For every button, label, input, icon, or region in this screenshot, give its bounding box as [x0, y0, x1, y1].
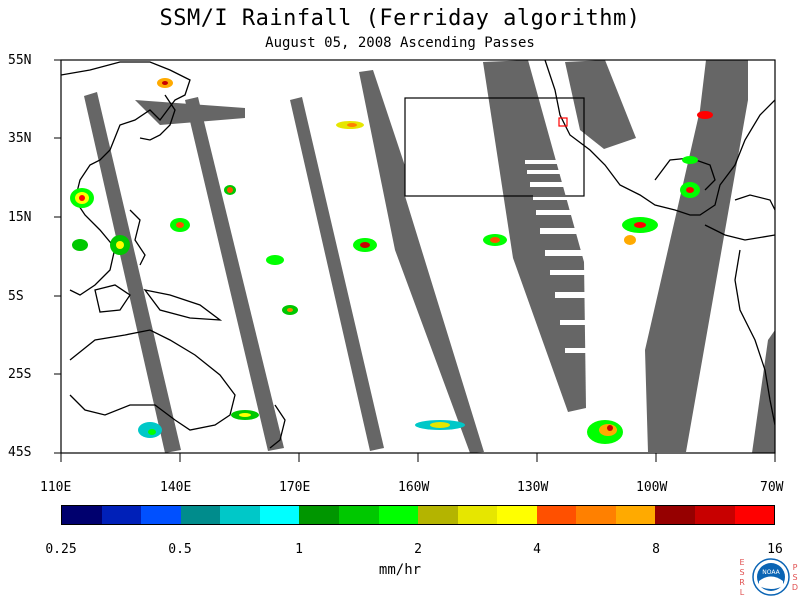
- colorbar-cell-14: [615, 506, 656, 524]
- rain-sp-3: [231, 410, 259, 420]
- colorbar-label-1: 0.5: [168, 542, 192, 557]
- coast-gulf: [654, 157, 716, 191]
- colorbar-cell-17: [734, 506, 775, 524]
- lon-label-160w: 160W: [398, 480, 430, 495]
- colorbar-cell-13: [576, 506, 616, 524]
- lat-label-5s: 5S: [8, 289, 24, 304]
- rain-wp-11: [72, 239, 88, 251]
- lat-label-55n: 55N: [8, 53, 32, 68]
- lat-label-35n: 35N: [8, 131, 32, 146]
- lon-label-130w: 130W: [517, 480, 549, 495]
- colorbar-cell-16: [695, 506, 735, 524]
- rain-layer: [70, 78, 713, 444]
- rain-ep-4: [682, 156, 698, 164]
- coast-north-america: [544, 60, 775, 216]
- rain-wp-3: [224, 185, 236, 195]
- rain-ep-2: [680, 182, 700, 198]
- swath-9: [135, 100, 245, 125]
- swath-7: [645, 60, 748, 452]
- map-content: [61, 60, 775, 453]
- lat-label-45s: 45S: [8, 445, 32, 460]
- lon-label-110e: 110E: [40, 480, 72, 495]
- coastlines: [61, 60, 775, 449]
- rain-wp-8: [110, 235, 130, 255]
- coast-japan: [139, 94, 176, 141]
- colorbar-cell-5: [259, 506, 300, 524]
- rain-wp-6: [336, 121, 364, 129]
- rain-wp-1: [70, 188, 94, 208]
- swath-gaps: [525, 160, 590, 353]
- colorbar-cell-11: [497, 506, 537, 524]
- swath-4: [359, 70, 484, 453]
- coast-caribbean: [734, 194, 775, 211]
- rain-sp-1: [415, 420, 465, 430]
- region-box: [404, 97, 585, 197]
- lon-label-70w: 70W: [760, 480, 784, 495]
- lon-label-140e: 140E: [160, 480, 192, 495]
- swath-1: [84, 92, 181, 453]
- noaa-logo-text: NOAA: [762, 569, 780, 576]
- lon-label-100w: 100W: [636, 480, 668, 495]
- colorbar-cell-7: [338, 506, 379, 524]
- colorbar-label-6: 16: [767, 542, 783, 557]
- rain-wp-9: [282, 305, 298, 315]
- colorbar-cell-12: [536, 506, 577, 524]
- rain-ep-5: [624, 235, 636, 245]
- lon-label-170e: 170E: [279, 480, 311, 495]
- rain-wp-7: [483, 234, 507, 246]
- colorbar-label-4: 4: [533, 542, 541, 557]
- colorbar-label-2: 1: [295, 542, 303, 557]
- coast-philippines: [129, 209, 146, 266]
- colorbar-cell-0: [62, 506, 102, 524]
- swath-3: [290, 97, 384, 451]
- coast-australia: [69, 329, 236, 431]
- swath-6: [565, 60, 636, 149]
- chart-title: SSM/I Rainfall (Ferriday algorithm): [159, 6, 641, 31]
- axis-ticks: [54, 59, 776, 462]
- chart-subtitle: August 05, 2008 Ascending Passes: [265, 35, 535, 51]
- rain-wp-12: [138, 422, 162, 438]
- colorbar-cell-15: [655, 506, 695, 524]
- colorbar-cell-2: [141, 506, 181, 524]
- rain-wp-10: [266, 255, 284, 265]
- rain-wp-4: [170, 218, 190, 232]
- rain-wp-2: [157, 78, 173, 88]
- lat-label-25s: 25S: [8, 367, 32, 382]
- noaa-logo: NOAA: [752, 558, 790, 596]
- rain-sp-2: [587, 420, 623, 444]
- lat-label-15n: 15N: [8, 210, 32, 225]
- colorbar-label-5: 8: [652, 542, 660, 557]
- colorbar-cell-3: [180, 506, 221, 524]
- colorbar-label-3: 2: [414, 542, 422, 557]
- coast-borneo: [94, 284, 131, 313]
- coast-sa-west: [734, 249, 775, 426]
- region-marker: [558, 117, 568, 127]
- colorbar-cell-10: [457, 506, 498, 524]
- rain-wp-5: [353, 238, 377, 252]
- colorbar-cell-4: [220, 506, 260, 524]
- colorbar-cell-6: [299, 506, 339, 524]
- rain-ep-1: [622, 217, 658, 233]
- swath-2: [185, 97, 284, 451]
- colorbar-cell-8: [378, 506, 419, 524]
- colorbar-cell-1: [101, 506, 142, 524]
- colorbar-unit: mm/hr: [378, 562, 422, 578]
- coast-new-zealand: [269, 404, 286, 449]
- coast-new-guinea: [143, 289, 223, 321]
- colorbar-cell-9: [418, 506, 458, 524]
- colorbar: [61, 505, 775, 525]
- colorbar-label-0: 0.25: [45, 542, 77, 557]
- swath-8: [752, 330, 775, 453]
- rain-ep-3: [697, 111, 713, 119]
- noaa-logo-bird: [759, 576, 783, 589]
- coast-south-america: [704, 224, 775, 241]
